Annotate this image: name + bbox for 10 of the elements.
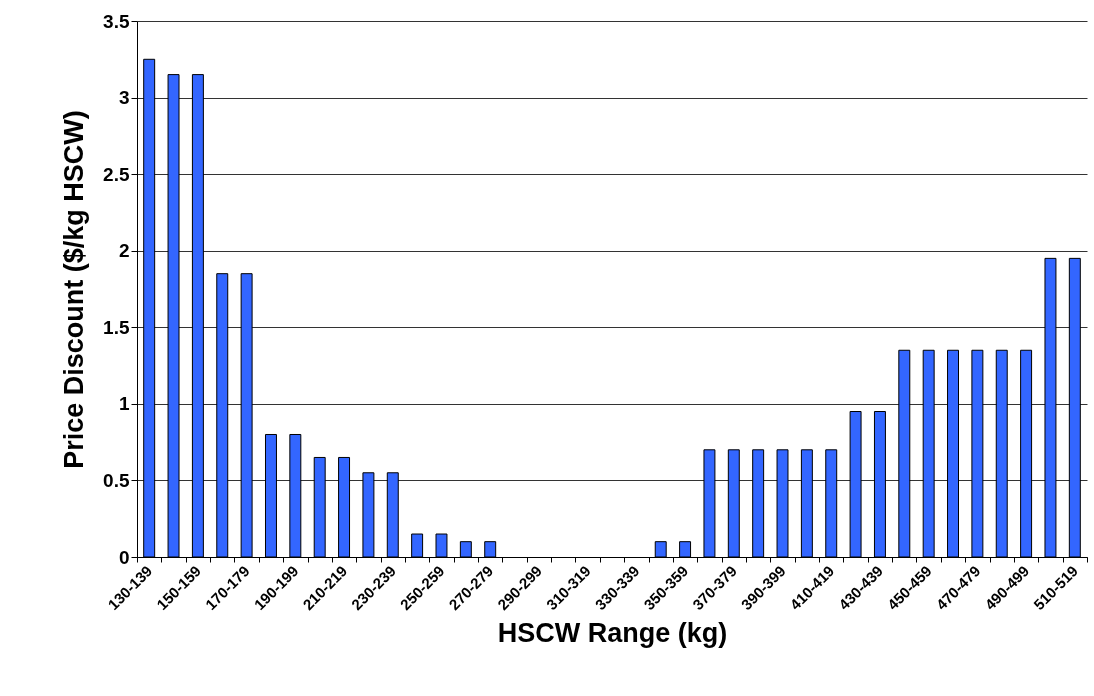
y-tick-label: 0 (118, 546, 130, 568)
y-tick-label: 2 (118, 240, 130, 262)
y-tick-label: 3 (118, 87, 130, 109)
y-axis-title: Price Discount ($/kg HSCW) (59, 110, 90, 469)
y-tick-label: 3.5 (103, 10, 130, 32)
y-tick-label: 1.5 (103, 316, 130, 338)
y-tick-label: 2.5 (103, 163, 130, 185)
y-tick-label: 1 (118, 393, 130, 415)
y-tick-label: 0.5 (103, 469, 130, 491)
x-axis-title: HSCW Range (kg) (497, 618, 728, 649)
